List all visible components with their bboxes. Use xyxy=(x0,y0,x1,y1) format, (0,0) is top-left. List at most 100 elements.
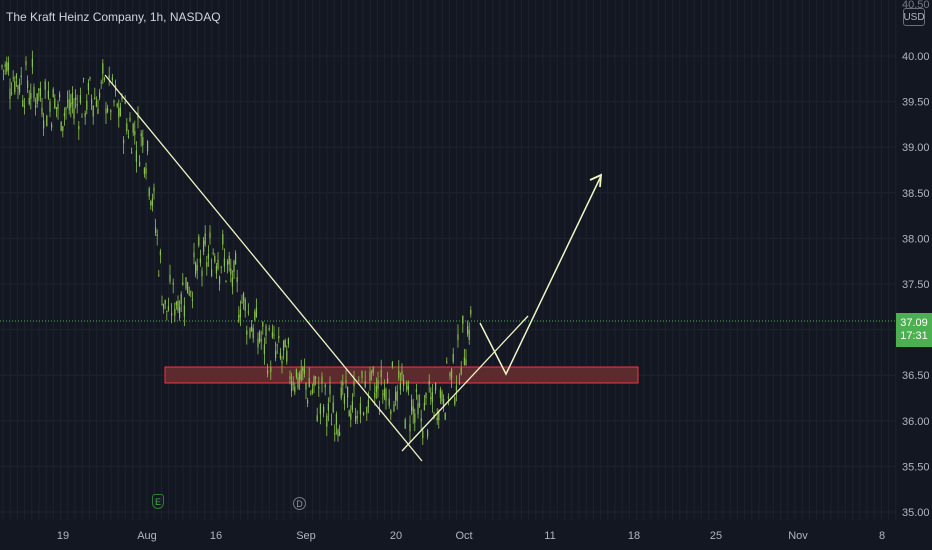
time-tick-label: Aug xyxy=(137,530,157,542)
candle-body xyxy=(326,415,328,427)
candle-body xyxy=(126,123,128,132)
candle-body xyxy=(148,188,150,197)
candle-body xyxy=(123,139,125,144)
candle-body xyxy=(3,70,5,72)
candle-body xyxy=(289,376,291,380)
support-zone xyxy=(164,366,639,384)
candle-body xyxy=(406,381,408,391)
candle-body xyxy=(87,82,89,91)
symbol-title[interactable]: The Kraft Heinz Company, 1h, NASDAQ xyxy=(6,10,221,24)
candle-body xyxy=(25,61,27,66)
candle-body xyxy=(219,276,221,285)
candle-body xyxy=(35,105,37,108)
candle-body xyxy=(371,370,373,372)
earnings-event-icon[interactable]: E xyxy=(152,494,164,509)
time-tick-label: Nov xyxy=(788,530,808,542)
candle-body xyxy=(211,269,213,276)
candle-body xyxy=(374,392,376,398)
candle-body xyxy=(23,105,25,108)
candle-body xyxy=(6,62,8,72)
candle-body xyxy=(124,101,126,104)
candle-body xyxy=(444,412,446,420)
candle-body xyxy=(131,152,133,154)
price-tick-label: 35.00 xyxy=(902,507,930,519)
candle-body xyxy=(380,370,382,377)
candle-body xyxy=(284,339,286,348)
candle-body xyxy=(100,82,102,84)
candle-body xyxy=(238,315,240,322)
candle-body xyxy=(199,258,201,263)
candle-body xyxy=(391,362,393,368)
candle-body xyxy=(351,401,353,410)
candle-body xyxy=(22,99,24,107)
candle-body xyxy=(191,299,193,301)
candle-body xyxy=(135,150,137,162)
candle-body xyxy=(57,104,59,110)
candle-body xyxy=(196,264,198,271)
candle-body xyxy=(268,328,270,330)
currency-button[interactable]: USD xyxy=(903,8,925,26)
candle-body xyxy=(214,256,216,262)
candle-body xyxy=(105,108,107,114)
candle-body xyxy=(465,359,467,366)
candle-body xyxy=(244,299,246,311)
candle-body xyxy=(183,305,185,317)
candle-body xyxy=(435,383,437,391)
candle-body xyxy=(436,417,438,421)
candle-body xyxy=(75,97,77,100)
candle-body xyxy=(118,107,120,118)
candle-body xyxy=(459,382,461,384)
dividend-event-icon[interactable]: D xyxy=(293,497,306,510)
candle-body xyxy=(417,403,419,415)
candle-body xyxy=(11,92,13,94)
candle-body xyxy=(113,100,115,103)
candle-body xyxy=(228,255,230,265)
candle-body xyxy=(414,413,416,423)
price-series xyxy=(1,50,472,446)
last-price-value: 37.09 xyxy=(900,317,928,329)
candle-body xyxy=(390,410,392,415)
candle-body xyxy=(103,77,105,80)
candle-body xyxy=(78,126,80,130)
bar-countdown: 17:31 xyxy=(900,330,928,342)
candle-body xyxy=(428,381,430,385)
candle-body xyxy=(231,278,233,287)
candle-body xyxy=(249,328,251,337)
candle-body xyxy=(158,274,160,276)
candle-body xyxy=(225,280,227,282)
candle-body xyxy=(294,386,296,393)
candle-body xyxy=(1,65,3,68)
candle-body xyxy=(159,250,161,256)
candle-body xyxy=(70,102,72,108)
candle-body xyxy=(108,75,110,79)
candle-body xyxy=(76,104,78,106)
candle-body xyxy=(145,168,147,174)
candle-body xyxy=(283,340,285,351)
candle-body xyxy=(276,344,278,346)
candle-body xyxy=(347,386,349,398)
candle-body xyxy=(220,266,222,268)
candle-body xyxy=(334,432,336,435)
candle-body xyxy=(313,376,315,387)
candle-body xyxy=(321,376,323,384)
candle-body xyxy=(84,113,86,117)
candle-body xyxy=(179,307,181,318)
candle-body xyxy=(172,282,174,285)
candle-body xyxy=(299,374,301,380)
candle-body xyxy=(404,419,406,429)
candle-body xyxy=(270,367,272,373)
candle-body xyxy=(259,331,261,342)
candle-body xyxy=(364,381,366,387)
candle-body xyxy=(89,77,91,79)
candle-body xyxy=(116,103,118,107)
candle-body xyxy=(468,330,470,340)
candle-body xyxy=(350,413,352,420)
candle-body xyxy=(212,252,214,254)
candle-body xyxy=(356,416,358,419)
candle-body xyxy=(305,383,307,390)
last-price-label: 37.09 17:31 xyxy=(896,313,932,347)
candle-body xyxy=(286,350,288,362)
candle-body xyxy=(438,412,440,421)
candle-body xyxy=(271,331,273,338)
